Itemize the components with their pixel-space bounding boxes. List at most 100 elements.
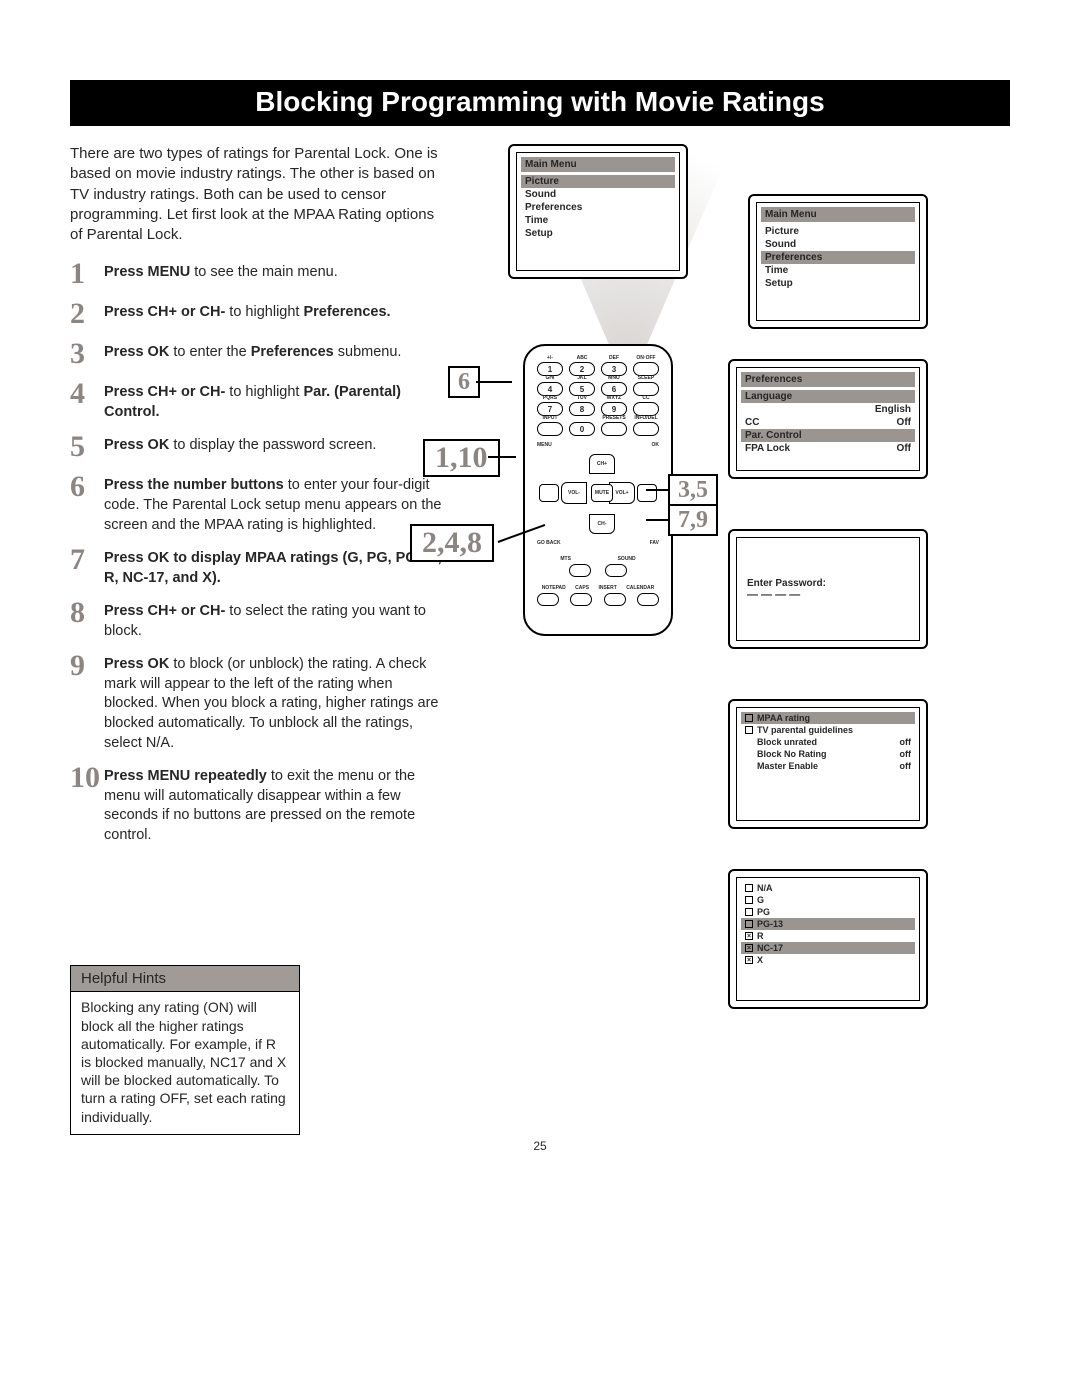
dpad: CH+ CH- VOL- VOL+ MUTE [537,454,659,534]
remote-key[interactable]: 0 [569,422,595,436]
goback-label: GO BACK [537,540,561,546]
rating-row: PG-13 [741,918,915,930]
helpful-hints-box: Helpful Hints Blocking any rating (ON) w… [70,965,300,1134]
mpaa-row: Block unratedoff [741,736,915,748]
mpaa-row: MPAA rating [741,712,915,724]
step-text: Press CH+ or CH- to highlight Par. (Pare… [104,379,450,422]
hints-title: Helpful Hints [71,966,299,992]
remote-key[interactable]: JKL5 [569,382,595,396]
step-text: Press OK to display the password screen. [104,432,376,462]
insert-button[interactable] [604,593,626,606]
step-text: Press CH+ or CH- to select the rating yo… [104,598,450,641]
remote-key[interactable]: CC [633,402,659,416]
screen-main-menu-2: Main Menu PictureSoundPreferencesTimeSet… [748,194,928,329]
insert-label: INSERT [598,585,616,591]
line-6 [476,381,512,383]
ok-label: OK [652,442,660,448]
step-number: 2 [70,299,104,329]
main2-item: Sound [761,238,915,251]
prefs-row: CCOff [741,416,915,429]
step-number: 10 [70,763,104,845]
main1-title: Main Menu [521,157,675,172]
caps-button[interactable] [570,593,592,606]
step-number: 3 [70,339,104,369]
remote-key[interactable]: DEF3 [601,362,627,376]
remote-key[interactable]: +/-1 [537,362,563,376]
step-text: Press the number buttons to enter your f… [104,472,450,535]
remote-key[interactable]: WXYZ9 [601,402,627,416]
notepad-button[interactable] [537,593,559,606]
step-5: 5Press OK to display the password screen… [70,432,450,462]
remote-key[interactable]: SLEEP [633,382,659,396]
step-4: 4Press CH+ or CH- to highlight Par. (Par… [70,379,450,422]
remote-key[interactable]: PQRS7 [537,402,563,416]
prefs-row: Language [741,390,915,403]
step-number: 8 [70,598,104,641]
step-9: 9Press OK to block (or unblock) the rati… [70,651,450,753]
main2-item: Preferences [761,251,915,264]
sound-button[interactable] [605,564,627,577]
remote-key[interactable]: MNO6 [601,382,627,396]
step-number: 5 [70,432,104,462]
prefs-row: Par. Control [741,429,915,442]
sound-label: SOUND [618,556,636,562]
caps-label: CAPS [575,585,589,591]
main2-item: Time [761,264,915,277]
left-column: There are two types of ratings for Paren… [70,144,450,1135]
step-number: 6 [70,472,104,535]
step-2: 2Press CH+ or CH- to highlight Preferenc… [70,299,450,329]
screen-main-menu-1: Main Menu PictureSoundPreferencesTimeSet… [508,144,688,279]
ch-plus-button[interactable]: CH+ [589,454,615,474]
rating-row: ×R [741,930,915,942]
main1-item: Setup [521,227,675,240]
callout-1-10: 1,10 [423,439,500,477]
rating-row: PG [741,906,915,918]
remote-key[interactable]: ON·OFF [633,362,659,376]
remote-key[interactable]: ABC2 [569,362,595,376]
mpaa-row: Block No Ratingoff [741,748,915,760]
callout-3-5: 3,5 [668,474,718,506]
remote-key[interactable]: GHI4 [537,382,563,396]
rating-row: ×NC-17 [741,942,915,954]
mts-label: MTS [560,556,571,562]
step-text: Press CH+ or CH- to highlight Preference… [104,299,391,329]
rating-row: G [741,894,915,906]
step-7: 7Press OK to display MPAA ratings (G, PG… [70,545,450,588]
step-6: 6Press the number buttons to enter your … [70,472,450,535]
calendar-label: CALENDAR [626,585,654,591]
main1-item: Sound [521,188,675,201]
hints-body: Blocking any rating (ON) will block all … [71,992,299,1133]
screen-mpaa-options: MPAA ratingTV parental guidelinesBlock u… [728,699,928,829]
mute-button[interactable]: MUTE [591,484,613,502]
password-label: Enter Password: [747,578,915,589]
remote-key[interactable]: INFO/DEL [633,422,659,436]
remote-key[interactable]: PRESETS [601,422,627,436]
main1-item: Preferences [521,201,675,214]
ok-button[interactable] [637,484,657,502]
step-10: 10Press MENU repeatedly to exit the menu… [70,763,450,845]
ch-minus-button[interactable]: CH- [589,514,615,534]
rating-row: ×X [741,954,915,966]
step-text: Press MENU repeatedly to exit the menu o… [104,763,450,845]
vol-minus-button[interactable]: VOL- [561,482,587,504]
page-title: Blocking Programming with Movie Ratings [70,80,1010,126]
notepad-label: NOTEPAD [542,585,566,591]
main2-item: Picture [761,225,915,238]
line-79 [646,519,670,521]
rating-row: N/A [741,882,915,894]
step-text: Press OK to display MPAA ratings (G, PG,… [104,545,450,588]
step-number: 1 [70,259,104,289]
prefs-row: FPA LockOff [741,442,915,455]
calendar-button[interactable] [637,593,659,606]
right-column: Main Menu PictureSoundPreferencesTimeSet… [468,144,1010,1135]
remote-key[interactable]: TUV8 [569,402,595,416]
menu-button[interactable] [539,484,559,502]
main1-item: Picture [521,175,675,188]
remote-key[interactable]: INPUT [537,422,563,436]
main2-item: Setup [761,277,915,290]
line-35 [646,489,670,491]
step-text: Press MENU to see the main menu. [104,259,338,289]
main1-item: Time [521,214,675,227]
mts-button[interactable] [569,564,591,577]
menu-label: MENU [537,442,552,448]
